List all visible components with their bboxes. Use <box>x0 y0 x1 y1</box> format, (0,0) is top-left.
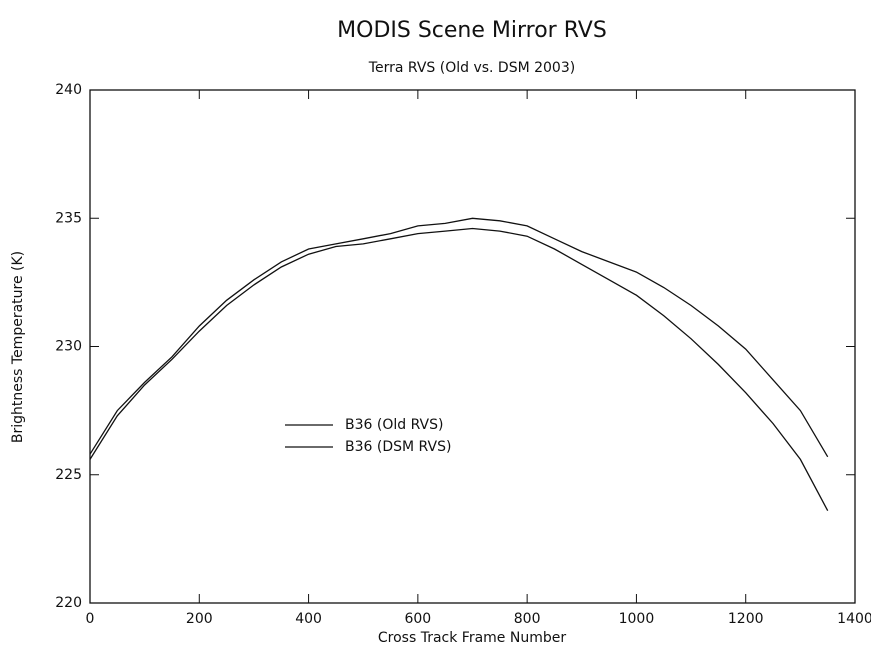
x-tick-label: 200 <box>186 611 213 627</box>
data-line <box>89 227 829 512</box>
x-axis-label: Cross Track Frame Number <box>378 630 566 646</box>
data-line <box>89 217 829 458</box>
y-tick-label: 235 <box>55 210 82 226</box>
x-tick-label: 600 <box>404 611 431 627</box>
x-tick-label: 1000 <box>619 611 655 627</box>
y-tick-label: 230 <box>55 339 82 355</box>
x-tick-label: 1200 <box>728 611 764 627</box>
y-tick-label: 220 <box>55 595 82 611</box>
x-tick-label: 0 <box>86 611 95 627</box>
x-tick-label: 800 <box>514 611 541 627</box>
chart-subtitle: Terra RVS (Old vs. DSM 2003) <box>368 60 575 76</box>
legend-label: B36 (DSM RVS) <box>345 439 451 455</box>
plot-frame <box>89 89 856 604</box>
y-tick-label: 225 <box>55 467 82 483</box>
x-tick-label: 1400 <box>837 611 871 627</box>
legend-label: B36 (Old RVS) <box>345 417 443 433</box>
y-axis-label: Brightness Temperature (K) <box>10 251 26 443</box>
chart-title: MODIS Scene Mirror RVS <box>337 18 607 43</box>
y-tick-label: 240 <box>55 82 82 98</box>
x-tick-label: 400 <box>295 611 322 627</box>
